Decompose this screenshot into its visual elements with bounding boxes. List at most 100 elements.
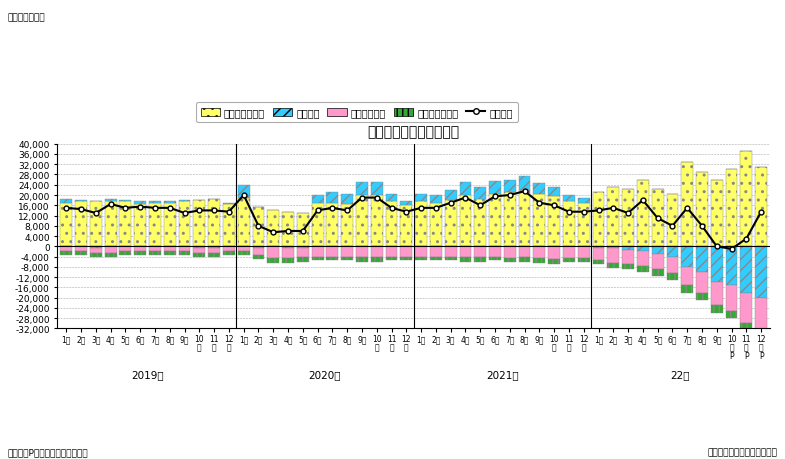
Bar — [179, 247, 191, 252]
Bar — [327, 247, 338, 257]
Bar — [134, 252, 146, 256]
Bar — [149, 252, 161, 256]
Bar — [430, 203, 442, 247]
Bar — [119, 247, 131, 252]
Bar — [637, 180, 648, 247]
Bar — [578, 203, 590, 247]
Bar — [208, 248, 220, 253]
Bar — [356, 183, 368, 196]
Bar — [104, 247, 116, 253]
Bar — [578, 198, 590, 203]
Bar — [548, 247, 560, 260]
Bar — [696, 293, 708, 301]
Bar — [400, 206, 412, 247]
Bar — [725, 170, 737, 247]
Bar — [327, 257, 338, 261]
Bar — [711, 247, 723, 283]
Bar — [179, 252, 191, 256]
Bar — [504, 247, 516, 258]
Bar — [474, 257, 486, 262]
Bar — [356, 247, 368, 257]
Bar — [563, 258, 575, 262]
Bar — [681, 162, 693, 247]
Bar — [681, 247, 693, 267]
Bar — [578, 247, 590, 258]
Bar — [519, 257, 531, 262]
Bar — [341, 205, 353, 247]
Bar — [755, 298, 767, 334]
Bar — [385, 257, 397, 261]
Bar — [164, 203, 176, 247]
Bar — [725, 285, 737, 311]
Bar — [415, 194, 427, 202]
Bar — [327, 203, 338, 247]
Bar — [60, 252, 72, 256]
Bar — [711, 306, 723, 313]
Bar — [312, 196, 323, 203]
Bar — [652, 270, 663, 276]
Bar — [90, 202, 102, 247]
Bar — [134, 205, 146, 247]
Bar — [90, 253, 102, 257]
Bar — [164, 202, 176, 203]
Bar — [223, 203, 235, 205]
Bar — [134, 202, 146, 205]
Bar — [238, 198, 250, 247]
Bar — [282, 247, 294, 248]
Bar — [223, 247, 235, 252]
Bar — [75, 202, 87, 247]
Bar — [711, 283, 723, 306]
Bar — [608, 263, 619, 269]
Bar — [445, 201, 457, 247]
Bar — [608, 188, 619, 247]
Bar — [504, 193, 516, 247]
Bar — [415, 202, 427, 247]
Bar — [445, 247, 457, 257]
Bar — [327, 193, 338, 203]
Bar — [534, 258, 546, 263]
Bar — [696, 173, 708, 247]
Bar — [474, 247, 486, 257]
Bar — [725, 247, 737, 285]
Text: （備考）Pは速報値をあらわす。: （備考）Pは速報値をあらわす。 — [8, 448, 89, 457]
Bar — [430, 196, 442, 203]
Bar — [238, 252, 250, 256]
Bar — [282, 212, 294, 247]
Bar — [415, 257, 427, 261]
Bar — [681, 267, 693, 285]
Bar — [193, 247, 205, 248]
Bar — [430, 257, 442, 261]
Bar — [119, 202, 131, 247]
Bar — [179, 201, 191, 202]
Bar — [445, 257, 457, 261]
Text: 2021年: 2021年 — [486, 369, 519, 379]
Text: 【財務省国際局為替市場課】: 【財務省国際局為替市場課】 — [707, 448, 777, 457]
Bar — [608, 248, 619, 263]
Bar — [385, 247, 397, 257]
Bar — [104, 253, 116, 257]
Bar — [666, 257, 678, 274]
Bar — [208, 247, 220, 248]
Bar — [593, 247, 604, 248]
Bar — [268, 211, 279, 247]
Bar — [519, 176, 531, 190]
Bar — [623, 265, 634, 270]
Bar — [755, 168, 767, 247]
Bar — [563, 196, 575, 202]
Bar — [238, 185, 250, 198]
Bar — [445, 190, 457, 201]
Bar — [504, 258, 516, 262]
Bar — [652, 254, 663, 270]
Bar — [297, 213, 309, 247]
Bar — [238, 247, 250, 252]
Bar — [400, 247, 412, 257]
Bar — [504, 180, 516, 193]
Bar — [371, 196, 382, 247]
Bar — [415, 247, 427, 257]
Bar — [563, 247, 575, 258]
Text: 2019年: 2019年 — [131, 369, 164, 379]
Bar — [623, 189, 634, 247]
Bar — [193, 253, 205, 257]
Bar — [312, 247, 323, 257]
Bar — [297, 257, 309, 262]
